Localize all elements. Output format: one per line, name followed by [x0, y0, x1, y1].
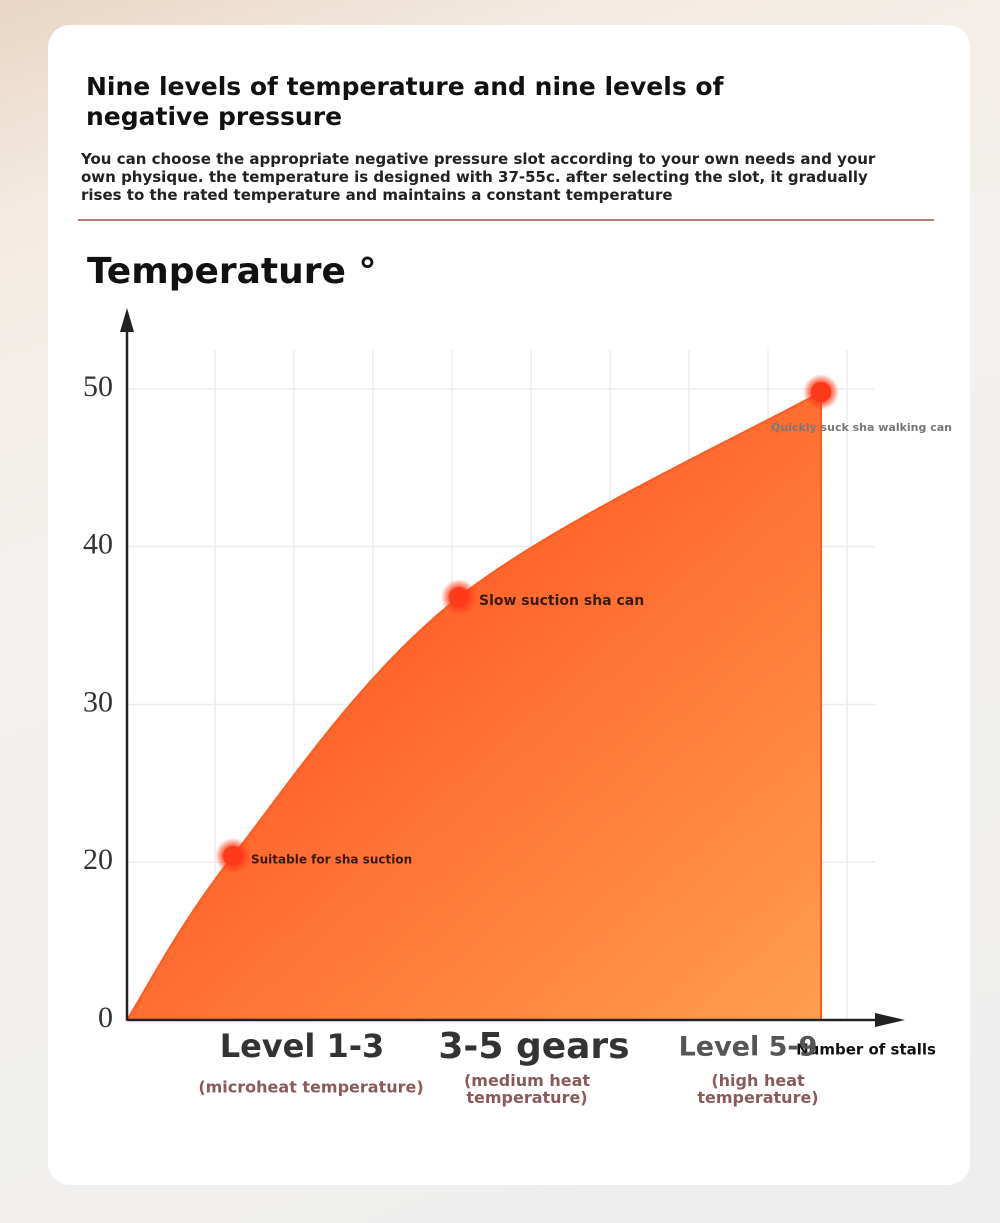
x-axis-arrow: [875, 1013, 905, 1027]
annotation: Suitable for sha suction: [251, 852, 412, 866]
y-tick-label: 0: [98, 1001, 113, 1034]
x-tick-label: 3-5 gears: [438, 1026, 629, 1067]
category-note: (medium heat temperature): [464, 1071, 590, 1107]
y-tick-label: 20: [83, 843, 113, 876]
x-tick-label: Level 1-3: [220, 1027, 385, 1065]
point: [449, 587, 469, 608]
x-axis-label: Number of stalls: [796, 1041, 936, 1059]
y-tick-label: 30: [83, 685, 113, 718]
x-tick-label: Level 5-9: [679, 1032, 818, 1063]
y-tick-label: 40: [83, 528, 113, 561]
y-tick-label: 50: [83, 370, 113, 403]
divider: [78, 219, 934, 221]
annotation: Quickly suck sha walking can: [771, 421, 952, 434]
annotation: Slow suction sha can: [479, 593, 644, 609]
point: [811, 382, 831, 403]
category-note: (microheat temperature): [198, 1078, 423, 1097]
category-note: (high heat temperature): [697, 1071, 818, 1107]
y-axis-arrow: [120, 308, 134, 332]
point: [223, 845, 243, 866]
header-description: You can choose the appropriate negative …: [81, 150, 876, 204]
header-title: Nine levels of temperature and nine leve…: [86, 72, 724, 131]
area: [125, 390, 822, 1021]
chart-title: Temperature °: [87, 251, 376, 292]
